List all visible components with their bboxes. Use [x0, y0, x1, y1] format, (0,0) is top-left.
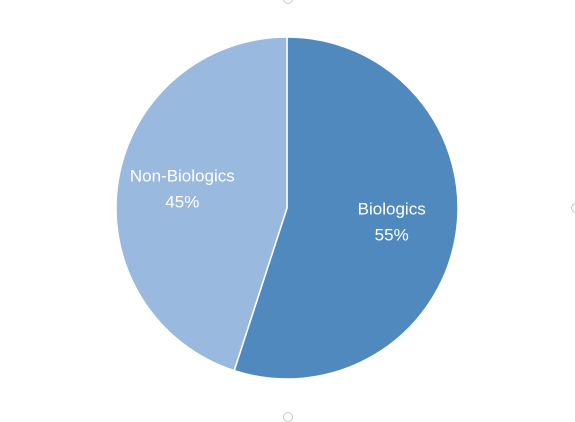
slice-percent-non-biologics: 45%	[165, 192, 199, 211]
pie-slices	[115, 36, 459, 380]
pie-slice-biologics	[233, 36, 459, 380]
pie-labels: Biologics 55% Non-Biologics 45%	[130, 166, 426, 244]
slice-label-non-biologics: Non-Biologics	[130, 166, 235, 185]
slice-label-biologics: Biologics	[358, 200, 426, 219]
pie-slice-non-biologics	[115, 36, 288, 372]
chart-handle-right[interactable]	[571, 203, 575, 213]
slice-percent-biologics: 55%	[375, 226, 409, 245]
